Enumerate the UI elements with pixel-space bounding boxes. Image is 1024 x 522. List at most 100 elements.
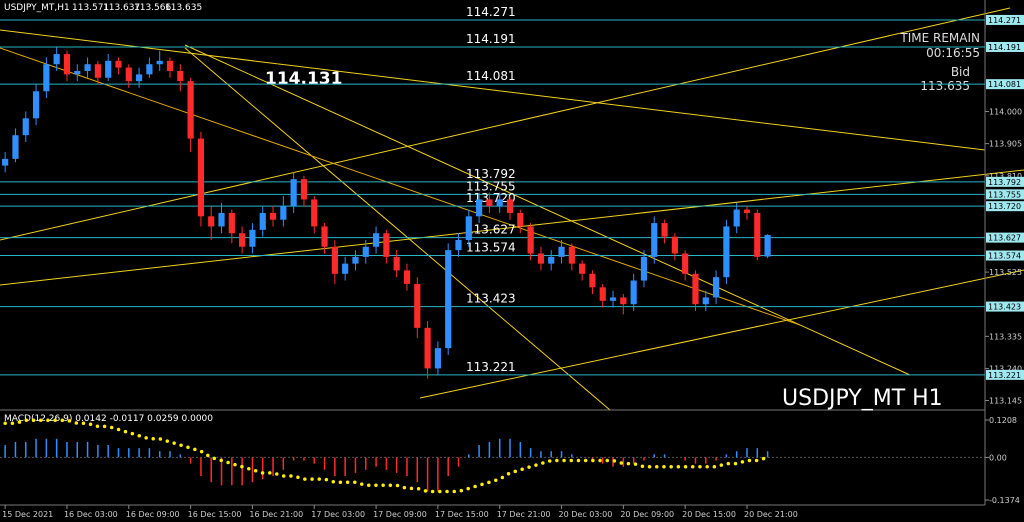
candle-body xyxy=(156,60,163,65)
candle-body xyxy=(362,246,369,257)
level-label: 113.423 xyxy=(466,292,516,306)
candle-body xyxy=(311,199,318,227)
candle-body xyxy=(733,209,740,227)
time-remain-label: TIME REMAIN xyxy=(899,31,980,45)
candle-body xyxy=(671,236,678,254)
y-tick-label: -0.1374 xyxy=(989,496,1020,505)
candle-body xyxy=(280,206,287,220)
candle-body xyxy=(589,273,596,288)
level-label: 114.191 xyxy=(466,32,516,46)
candle-body xyxy=(506,199,514,213)
level-box xyxy=(986,189,1024,200)
x-tick-label: 15 Dec 2021 xyxy=(2,510,53,519)
level-label: 114.081 xyxy=(466,69,516,83)
annotation: 114.131 xyxy=(265,69,342,89)
level-box-label: 113.792 xyxy=(988,178,1021,187)
candle-body xyxy=(32,91,40,119)
level-box-label: 113.720 xyxy=(988,202,1021,211)
y-tick-label: 0.00 xyxy=(989,453,1007,462)
y-tick-label: 113.335 xyxy=(989,332,1022,341)
candle-body xyxy=(424,327,431,369)
candle-body xyxy=(166,60,174,71)
level-label: 113.627 xyxy=(466,223,516,237)
candle-body xyxy=(269,212,277,220)
level-label: 113.792 xyxy=(466,167,516,181)
ohlc-high: 113.637 xyxy=(103,3,140,13)
candle-body xyxy=(125,67,132,82)
candle-body xyxy=(300,179,308,200)
candle-body xyxy=(218,212,225,227)
level-box xyxy=(986,301,1024,312)
candle-body xyxy=(53,54,60,65)
candle-body xyxy=(63,54,71,75)
watermark: USDJPY_MT H1 xyxy=(782,386,943,411)
candle-body xyxy=(455,239,462,251)
level-box-label: 114.191 xyxy=(988,43,1021,52)
y-tick-label: 114.000 xyxy=(989,108,1022,117)
trendlines xyxy=(0,7,1024,411)
candle-body xyxy=(177,70,184,82)
ohlc-open: 113.571 xyxy=(72,3,109,13)
candle-body xyxy=(22,118,29,136)
candle-body xyxy=(372,233,380,247)
candle-body xyxy=(239,233,246,247)
y-tick-label: 0.1208 xyxy=(989,416,1017,425)
candle-body xyxy=(537,253,545,264)
candle-body xyxy=(651,223,658,257)
bid-label: Bid xyxy=(951,65,970,79)
y-tick-label: 113.240 xyxy=(989,364,1022,373)
trendline xyxy=(184,47,611,411)
candle-body xyxy=(764,234,771,257)
ohlc-close: 113.635 xyxy=(165,3,202,13)
candle-body xyxy=(197,138,205,217)
candle-body xyxy=(74,70,81,75)
trendline xyxy=(0,29,986,151)
candle-body xyxy=(568,246,575,264)
y-tick-label: 113.525 xyxy=(989,268,1022,277)
x-tick-label: 17 Dec 09:00 xyxy=(373,510,427,519)
candle-body xyxy=(187,81,194,139)
candle-body xyxy=(527,226,534,254)
candle-body xyxy=(476,199,483,217)
candle-body xyxy=(702,297,709,305)
candle-body xyxy=(609,297,617,301)
candle-body xyxy=(682,253,689,274)
candle-body xyxy=(84,64,91,71)
level-box-label: 114.271 xyxy=(988,16,1021,25)
candle-body xyxy=(620,297,627,305)
signal-line xyxy=(3,418,770,494)
candle-body xyxy=(228,212,235,234)
level-box xyxy=(986,232,1024,243)
level-box-label: 113.423 xyxy=(988,303,1021,312)
y-tick-label: 113.810 xyxy=(989,172,1022,181)
level-box-label: 113.574 xyxy=(988,252,1021,261)
x-tick-label: 16 Dec 15:00 xyxy=(188,510,242,519)
level-box-label: 113.755 xyxy=(988,190,1021,199)
x-tick-label: 16 Dec 09:00 xyxy=(126,510,180,519)
candle-body xyxy=(743,209,751,213)
candle-body xyxy=(414,283,421,328)
candle-body xyxy=(640,256,648,281)
candle-body xyxy=(517,212,524,227)
candle-body xyxy=(342,263,349,274)
candle-body xyxy=(208,216,215,227)
x-tick-label: 20 Dec 03:00 xyxy=(559,510,613,519)
candle-body xyxy=(630,280,637,305)
x-tick-label: 17 Dec 15:00 xyxy=(435,510,489,519)
candle-body xyxy=(548,256,555,264)
level-box-label: 113.221 xyxy=(988,371,1021,380)
level-label: 114.271 xyxy=(466,5,516,19)
candle-body xyxy=(712,277,720,298)
candle-body xyxy=(249,229,256,247)
candle-body xyxy=(352,256,359,264)
level-box xyxy=(986,79,1024,90)
candle-body xyxy=(115,60,122,68)
ohlc-low: 113.566 xyxy=(134,3,171,13)
x-tick-label: 16 Dec 03:00 xyxy=(64,510,118,519)
macd-label: MACD(12,26,9) 0.0142 -0.0117 0.0259 0.00… xyxy=(4,414,213,424)
symbol: USDJPY_MT,H1 xyxy=(4,3,70,13)
y-tick-label: 113.905 xyxy=(989,140,1022,149)
candle-body xyxy=(2,158,9,166)
bid-value: 113.635 xyxy=(920,79,970,93)
